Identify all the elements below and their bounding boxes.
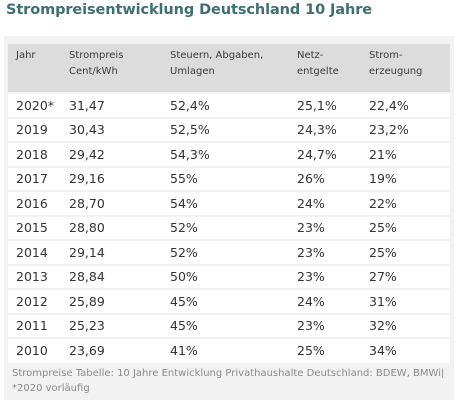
cell-steuern: 41% — [162, 337, 289, 363]
cell-netzentgelte: 23% — [289, 312, 361, 338]
cell-stromerzeugung: 23,2% — [361, 116, 450, 142]
table-row: 2012 25,89 45% 24% 31% — [8, 288, 450, 314]
cell-steuern: 52% — [162, 239, 289, 265]
cell-strompreis: 29,42 — [61, 141, 162, 167]
cell-steuern: 52,4% — [162, 92, 289, 118]
cell-strompreis: 23,69 — [61, 337, 162, 363]
strompreis-table: Jahr Strompreis Cent/kWh Steuern, Abgaben… — [8, 44, 450, 363]
cell-jahr: 2011 — [8, 312, 61, 338]
cell-strompreis: 29,14 — [61, 239, 162, 265]
cell-steuern: 52% — [162, 214, 289, 240]
table-row: 2019 30,43 52,5% 24,3% 23,2% — [8, 116, 450, 142]
cell-netzentgelte: 24,7% — [289, 141, 361, 167]
cell-netzentgelte: 24,3% — [289, 116, 361, 142]
cell-jahr: 2012 — [8, 288, 61, 314]
cell-strompreis: 25,23 — [61, 312, 162, 338]
cell-steuern: 45% — [162, 288, 289, 314]
cell-stromerzeugung: 32% — [361, 312, 450, 338]
cell-stromerzeugung: 31% — [361, 288, 450, 314]
cell-stromerzeugung: 25% — [361, 239, 450, 265]
cell-netzentgelte: 23% — [289, 214, 361, 240]
table-row: 2010 23,69 41% 25% 34% — [8, 337, 450, 363]
cell-steuern: 54% — [162, 190, 289, 216]
table-row: 2014 29,14 52% 23% 25% — [8, 239, 450, 265]
header-strompreis: Strompreis Cent/kWh — [61, 44, 162, 93]
cell-jahr: 2019 — [8, 116, 61, 142]
cell-netzentgelte: 25% — [289, 337, 361, 363]
header-stromerzeugung: Strom-erzeugung — [361, 44, 450, 93]
header-steuern: Steuern, Abgaben, Umlagen — [162, 44, 289, 93]
cell-stromerzeugung: 21% — [361, 141, 450, 167]
cell-steuern: 55% — [162, 165, 289, 191]
cell-steuern: 50% — [162, 263, 289, 289]
cell-stromerzeugung: 27% — [361, 263, 450, 289]
cell-jahr: 2020* — [8, 92, 61, 118]
cell-steuern: 52,5% — [162, 116, 289, 142]
table-header-row: Jahr Strompreis Cent/kWh Steuern, Abgaben… — [8, 44, 450, 93]
cell-stromerzeugung: 19% — [361, 165, 450, 191]
cell-netzentgelte: 24% — [289, 190, 361, 216]
table-row: 2013 28,84 50% 23% 27% — [8, 263, 450, 289]
cell-strompreis: 28,80 — [61, 214, 162, 240]
table-row: 2017 29,16 55% 26% 19% — [8, 165, 450, 191]
table-caption: Strompreise Tabelle: 10 Jahre Entwicklun… — [12, 368, 445, 394]
cell-jahr: 2017 — [8, 165, 61, 191]
table-row: 2020* 31,47 52,4% 25,1% 22,4% — [8, 92, 450, 118]
cell-strompreis: 29,16 — [61, 165, 162, 191]
cell-strompreis: 28,70 — [61, 190, 162, 216]
cell-stromerzeugung: 25% — [361, 214, 450, 240]
table-panel: Jahr Strompreis Cent/kWh Steuern, Abgaben… — [4, 36, 454, 400]
cell-jahr: 2018 — [8, 141, 61, 167]
cell-stromerzeugung: 22,4% — [361, 92, 450, 118]
cell-stromerzeugung: 22% — [361, 190, 450, 216]
table-row: 2018 29,42 54,3% 24,7% 21% — [8, 141, 450, 167]
table-row: 2015 28,80 52% 23% 25% — [8, 214, 450, 240]
header-jahr: Jahr — [8, 44, 61, 93]
cell-strompreis: 28,84 — [61, 263, 162, 289]
cell-netzentgelte: 25,1% — [289, 92, 361, 118]
header-netzentgelte: Netz-entgelte — [289, 44, 361, 93]
cell-steuern: 45% — [162, 312, 289, 338]
cell-stromerzeugung: 34% — [361, 337, 450, 363]
cell-jahr: 2010 — [8, 337, 61, 363]
cell-netzentgelte: 23% — [289, 263, 361, 289]
table-row: 2011 25,23 45% 23% 32% — [8, 312, 450, 338]
cell-jahr: 2014 — [8, 239, 61, 265]
page-title: Strompreisentwicklung Deutschland 10 Jah… — [6, 2, 372, 18]
cell-jahr: 2016 — [8, 190, 61, 216]
table-row: 2016 28,70 54% 24% 22% — [8, 190, 450, 216]
cell-netzentgelte: 24% — [289, 288, 361, 314]
cell-netzentgelte: 26% — [289, 165, 361, 191]
cell-jahr: 2015 — [8, 214, 61, 240]
cell-strompreis: 30,43 — [61, 116, 162, 142]
cell-steuern: 54,3% — [162, 141, 289, 167]
cell-netzentgelte: 23% — [289, 239, 361, 265]
cell-strompreis: 25,89 — [61, 288, 162, 314]
cell-strompreis: 31,47 — [61, 92, 162, 118]
cell-jahr: 2013 — [8, 263, 61, 289]
